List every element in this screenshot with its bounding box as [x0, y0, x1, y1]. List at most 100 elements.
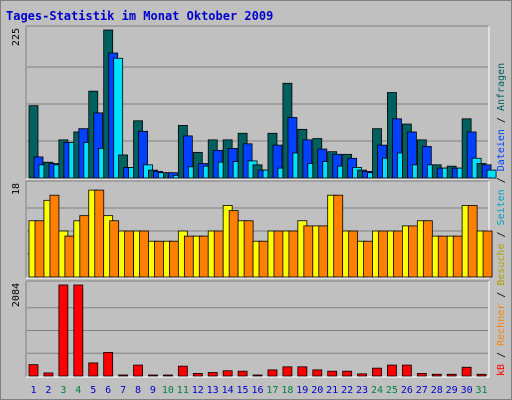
panel-2: 18	[11, 180, 493, 279]
bar-rechner-9	[154, 240, 164, 278]
day-label-5: 5	[90, 385, 96, 396]
day-label-10: 10	[162, 385, 174, 396]
day-label-23: 23	[356, 385, 368, 396]
legend-separator: /	[496, 225, 507, 243]
bar-rechner-8	[139, 230, 149, 278]
bar-rechner-17	[273, 230, 284, 278]
day-label-30: 30	[461, 385, 473, 396]
bar-kb-25	[387, 364, 397, 377]
bar-kb-17	[267, 369, 278, 377]
bar-dateien-11	[182, 135, 193, 179]
bar-rechner-22	[348, 230, 359, 278]
bar-rechner-5	[94, 189, 105, 278]
day-label-11: 11	[177, 385, 189, 396]
legend-item-besuche: Besuche	[496, 244, 507, 286]
legend-separator: /	[496, 286, 507, 304]
panel-background	[26, 281, 489, 377]
bar-kb-31	[476, 373, 487, 377]
bar-kb-10	[163, 374, 173, 377]
bar-rechner-7	[124, 230, 135, 278]
bar-rechner-25	[393, 230, 403, 278]
bar-anfragen-1	[28, 105, 39, 179]
bar-rechner-2	[49, 194, 60, 278]
bar-kb-8	[133, 364, 143, 377]
bar-kb-11	[177, 365, 188, 377]
day-label-7: 7	[120, 385, 126, 396]
day-label-29: 29	[446, 385, 458, 396]
legend-item-seiten: Seiten	[496, 189, 507, 225]
legend-separator: /	[496, 346, 507, 364]
bar-rechner-18	[288, 230, 299, 278]
day-label-1: 1	[30, 385, 36, 396]
bar-rechner-26	[407, 225, 418, 278]
day-label-4: 4	[75, 385, 81, 396]
panels-group: 225 18 2084	[11, 25, 497, 378]
day-label-3: 3	[60, 385, 66, 396]
bar-rechner-30	[467, 205, 478, 278]
bar-kb-21	[327, 370, 338, 377]
y-max-label: 225	[11, 28, 22, 46]
chart-title: Tages-Statistik im Monat Oktober 2009	[6, 9, 273, 23]
day-label-2: 2	[45, 385, 51, 396]
bar-kb-4	[73, 284, 84, 377]
bar-kb-18	[282, 366, 293, 377]
bar-seiten-6	[113, 57, 124, 179]
day-label-28: 28	[431, 385, 443, 396]
day-label-6: 6	[105, 385, 111, 396]
bar-dateien-25	[392, 118, 402, 179]
legend-item-dateien: Dateien	[496, 129, 507, 171]
bar-rechner-15	[243, 220, 254, 278]
bar-rechner-24	[378, 230, 388, 278]
bar-kb-15	[237, 370, 248, 377]
bar-rechner-28	[437, 235, 448, 278]
panel-3: 2084	[11, 280, 490, 378]
bar-rechner-1	[34, 220, 45, 278]
day-label-20: 20	[311, 385, 323, 396]
bar-rechner-10	[169, 240, 179, 278]
bar-kb-30	[461, 366, 472, 377]
bar-kb-14	[222, 370, 233, 377]
bar-kb-19	[297, 366, 308, 377]
day-label-13: 13	[207, 385, 219, 396]
legend-item-anfragen: Anfragen	[496, 63, 507, 111]
bar-kb-7	[118, 374, 129, 377]
bar-dateien-8	[138, 130, 148, 179]
bar-kb-23	[357, 373, 367, 377]
day-label-27: 27	[416, 385, 428, 396]
bar-rechner-14	[228, 210, 239, 278]
bar-rechner-16	[258, 240, 269, 278]
legend-text: kB / Rechner / Besuche / Seiten / Dateie…	[496, 63, 507, 376]
bar-kb-2	[43, 372, 54, 377]
day-label-25: 25	[386, 385, 398, 396]
day-label-26: 26	[401, 385, 413, 396]
day-label-19: 19	[296, 385, 308, 396]
bar-kb-3	[58, 284, 69, 377]
legend-item-kb: kB	[496, 364, 507, 376]
bar-kb-16	[252, 374, 263, 377]
bar-rechner-23	[363, 240, 373, 278]
bar-rechner-12	[198, 235, 209, 278]
legend-separator: /	[496, 111, 507, 129]
bar-kb-22	[342, 370, 353, 377]
day-label-31: 31	[476, 385, 488, 396]
day-label-17: 17	[266, 385, 278, 396]
y-max-label: 2084	[11, 283, 22, 307]
bar-kb-26	[401, 364, 412, 377]
day-label-22: 22	[341, 385, 353, 396]
bar-dateien-19	[302, 139, 313, 179]
bar-kb-24	[372, 367, 382, 377]
bar-rechner-6	[109, 220, 120, 278]
day-label-24: 24	[371, 385, 383, 396]
bar-anfragen-7	[118, 154, 129, 179]
day-label-14: 14	[222, 385, 234, 396]
bar-kb-6	[103, 352, 114, 377]
bar-dateien-26	[406, 131, 417, 179]
bar-dateien-27	[421, 146, 432, 179]
bar-rechner-13	[213, 230, 224, 278]
bar-rechner-27	[422, 220, 433, 278]
day-label-9: 9	[150, 385, 156, 396]
legend: kB / Rechner / Besuche / Seiten / Dateie…	[496, 63, 507, 376]
bar-rechner-21	[333, 194, 344, 278]
legend-item-rechner: Rechner	[496, 304, 507, 346]
